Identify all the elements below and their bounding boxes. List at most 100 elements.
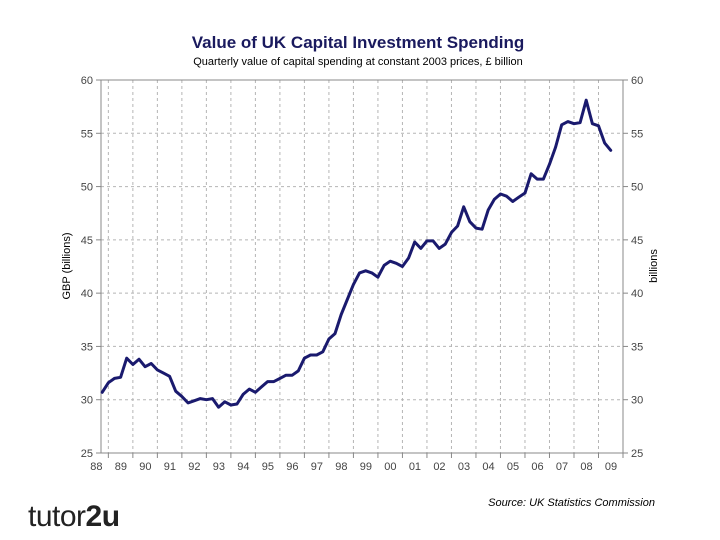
data-point — [168, 375, 171, 378]
data-point — [205, 398, 208, 401]
data-point — [487, 208, 490, 212]
data-point — [554, 145, 557, 149]
x-tick-label: 91 — [164, 461, 176, 473]
x-tick-label: 06 — [531, 461, 543, 473]
y-tick-label-right: 60 — [631, 75, 643, 87]
data-point — [431, 239, 435, 243]
data-point — [505, 195, 508, 198]
data-point — [192, 399, 196, 402]
data-point — [162, 371, 165, 375]
data-point — [266, 380, 269, 383]
data-point — [223, 400, 226, 403]
logo-text: tutor — [28, 500, 86, 533]
chart-title: Value of UK Capital Investment Spending — [192, 33, 525, 52]
data-point — [303, 357, 306, 360]
y-tick-label-left: 35 — [81, 341, 93, 353]
x-tick-label: 05 — [507, 461, 519, 473]
data-point — [474, 226, 478, 230]
data-point — [113, 377, 116, 380]
data-point — [340, 313, 343, 316]
data-point — [413, 240, 416, 244]
data-point — [254, 391, 257, 394]
grid-lines — [101, 79, 624, 454]
data-point — [603, 141, 606, 145]
data-point — [235, 402, 239, 406]
y-tick-label-left: 45 — [81, 235, 93, 247]
data-point — [517, 196, 520, 199]
data-point — [346, 298, 349, 301]
x-tick-label: 89 — [115, 461, 127, 473]
data-point — [499, 192, 502, 196]
data-point — [284, 374, 288, 377]
y-tick-label-right: 25 — [631, 448, 643, 460]
data-point — [370, 271, 373, 275]
x-tick-label: 95 — [262, 461, 274, 473]
data-point — [401, 265, 404, 268]
y-tick-label-left: 60 — [81, 75, 93, 87]
data-point — [542, 177, 545, 181]
data-point — [425, 239, 429, 243]
data-point — [462, 205, 465, 208]
data-point — [358, 271, 361, 275]
data-point — [597, 124, 600, 128]
data-point — [119, 376, 122, 379]
y-tick-label-right: 55 — [631, 128, 643, 140]
chart-subtitle: Quarterly value of capital spending at c… — [193, 56, 523, 68]
x-tick-label: 93 — [213, 461, 225, 473]
x-axis: 88 89 90 91 92 93 94 95 96 97 98 99 00 01 02 03 04 05 06 07… — [90, 453, 624, 473]
data-point — [327, 337, 331, 341]
y-axis-label-right: billions — [648, 249, 660, 283]
data-point — [572, 122, 576, 125]
data-point — [566, 120, 570, 123]
x-tick-label: 09 — [605, 461, 617, 473]
data-point — [278, 377, 282, 380]
data-point — [536, 177, 539, 181]
data-point — [107, 381, 110, 384]
data-point — [468, 220, 471, 223]
y-axis-left: 60 55 50 45 40 35 30 25 — [81, 75, 101, 460]
data-point — [480, 228, 484, 231]
data-point — [137, 358, 141, 361]
data-point — [186, 401, 190, 405]
y-tick-label-right: 45 — [631, 235, 643, 247]
data-point — [125, 357, 128, 360]
y-tick-label-right: 40 — [631, 288, 643, 300]
x-tick-label: 04 — [482, 461, 494, 473]
data-point — [291, 374, 294, 377]
data-point — [156, 368, 159, 372]
y-tick-label-left: 30 — [81, 395, 93, 407]
data-point — [407, 256, 410, 260]
data-point — [174, 390, 177, 393]
data-point — [321, 350, 324, 353]
data-point — [376, 276, 380, 279]
data-point — [529, 172, 533, 175]
data-point — [297, 369, 300, 373]
data-point — [333, 332, 337, 335]
data-point — [211, 397, 214, 400]
data-point — [591, 122, 594, 125]
series-layer — [100, 98, 613, 409]
data-point — [382, 264, 386, 267]
data-point — [241, 393, 245, 396]
x-tick-label: 03 — [458, 461, 470, 473]
x-tick-label: 92 — [188, 461, 200, 473]
logo-text-2u: 2u — [85, 500, 121, 533]
plot-frame — [100, 79, 624, 454]
data-point — [150, 362, 153, 365]
data-point — [101, 391, 104, 394]
x-tick-label: 94 — [237, 461, 249, 473]
x-tick-label: 96 — [286, 461, 298, 473]
y-axis-right: 60 55 50 45 40 35 30 25 — [623, 75, 643, 460]
data-point — [180, 395, 184, 398]
series-line — [100, 98, 613, 409]
data-point — [217, 406, 220, 409]
x-tick-label: 88 — [90, 461, 102, 473]
data-point — [272, 380, 275, 383]
x-tick-label: 07 — [556, 461, 568, 473]
data-point — [456, 224, 459, 228]
data-point — [395, 262, 398, 265]
y-tick-label-left: 40 — [81, 288, 93, 300]
data-point — [364, 269, 367, 272]
x-tick-label: 99 — [360, 461, 372, 473]
